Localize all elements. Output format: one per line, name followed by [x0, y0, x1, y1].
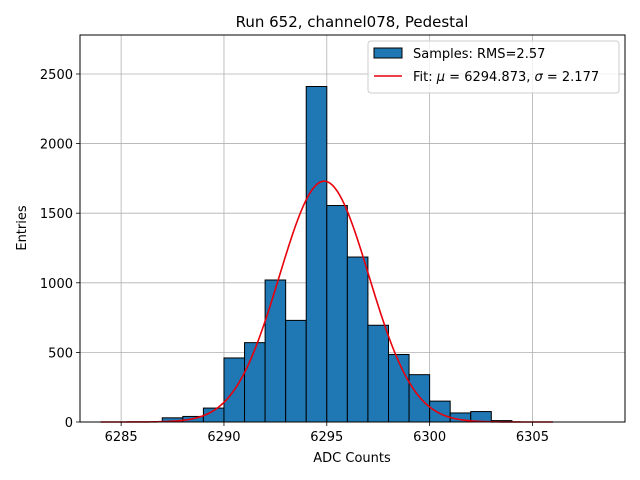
y-tick-label: 1500	[40, 207, 73, 222]
x-tick-label: 6290	[207, 430, 240, 445]
legend-fit-mu-symbol: μ	[436, 70, 445, 85]
y-axis-ticks: 0 500 1000 1500 2000 2500	[40, 68, 80, 431]
legend-fit-label: Fit: μ = 6294.873, σ = 2.177	[413, 70, 599, 85]
plot-frame	[79, 34, 626, 423]
histogram-bar	[387, 353, 410, 423]
x-tick-label: 6300	[413, 430, 446, 445]
histogram-bar	[264, 279, 287, 423]
legend: Samples: RMS=2.57 Fit: μ = 6294.873, σ =…	[367, 40, 620, 94]
histogram-bar	[367, 324, 389, 423]
x-tick-label: 6295	[310, 430, 343, 445]
histogram-bar	[305, 86, 328, 423]
fit-curve-layer	[100, 180, 554, 423]
legend-fit-sigma-symbol: σ	[535, 70, 544, 85]
legend-fit-prefix: Fit:	[413, 70, 437, 85]
histogram-bars	[161, 86, 513, 423]
histogram-bar	[285, 319, 307, 423]
x-axis-label: ADC Counts	[313, 451, 391, 466]
x-axis-ticks: 6285 6290 6295 6300 6305	[105, 422, 549, 445]
x-tick-label: 6305	[516, 430, 549, 445]
histogram-bar	[346, 256, 369, 423]
chart-title: Run 652, channel078, Pedestal	[236, 13, 469, 31]
histogram-bar	[408, 374, 431, 423]
legend-samples-swatch	[373, 47, 403, 59]
gaussian-fit-curve	[100, 180, 554, 423]
legend-samples-label: Samples: RMS=2.57	[413, 47, 545, 62]
y-axis-label: Entries	[15, 205, 30, 251]
y-tick-label: 0	[65, 416, 73, 431]
histogram-bar	[244, 342, 266, 423]
y-tick-label: 1000	[40, 277, 73, 292]
histogram-bar	[429, 400, 451, 423]
histogram-bar	[326, 205, 348, 423]
legend-fit-sigma-value: = 2.177	[543, 70, 599, 85]
y-tick-label: 2000	[40, 138, 73, 153]
y-tick-label: 2500	[40, 68, 73, 83]
legend-box	[367, 40, 620, 94]
x-tick-label: 6285	[105, 430, 138, 445]
legend-fit-mu-value: = 6294.873,	[445, 70, 534, 85]
y-tick-label: 500	[48, 346, 73, 361]
